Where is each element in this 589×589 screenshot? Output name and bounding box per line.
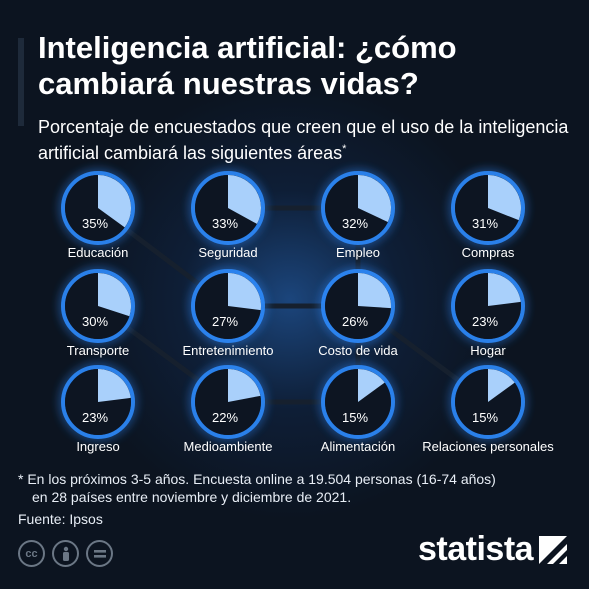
footnote: * En los próximos 3-5 años. Encuesta onl… [18, 470, 578, 506]
pie-slice [358, 369, 385, 402]
pie-category-label: Medioambiente [184, 439, 273, 454]
pie-category-label: Educación [68, 245, 129, 260]
creative-commons-icon[interactable]: cc [18, 540, 45, 567]
title-accent-bar [18, 38, 24, 126]
pie-slice [228, 273, 262, 311]
pie-value-label: 15% [472, 410, 498, 425]
pie-item: 22% Medioambiente [184, 365, 273, 454]
license-icons: cc [18, 540, 113, 567]
pie-value-label: 35% [82, 216, 108, 231]
pie-category-label: Alimentación [321, 439, 395, 454]
source-label: Fuente: Ipsos [18, 511, 103, 527]
pie-item: 32% Empleo [321, 171, 395, 260]
pie-slice [488, 175, 521, 221]
pie-value-label: 15% [342, 410, 368, 425]
pie-item: 15% Alimentación [321, 365, 395, 454]
pie-slice [98, 175, 132, 228]
pie-value-label: 30% [82, 314, 108, 329]
pie-slice [358, 273, 391, 309]
pie-item: 30% Transporte [61, 269, 135, 358]
no-derivatives-icon[interactable] [86, 540, 113, 567]
pie-item: 23% Hogar [451, 269, 525, 358]
pie-item: 23% Ingreso [61, 365, 135, 454]
pie-category-label: Relaciones personales [422, 439, 554, 454]
pie-category-label: Hogar [470, 343, 506, 358]
subtitle-footnote-mark: * [342, 143, 347, 155]
pie-grid: 35% Educación 33% Seguridad 32% Empleo 31% Comp… [61, 171, 554, 454]
pie-glow-ring [191, 365, 265, 439]
pie-category-label: Ingreso [76, 439, 119, 454]
pie-item: 33% Seguridad [191, 171, 265, 260]
pie-glow-ring [321, 171, 395, 245]
pie-glow-ring [61, 269, 135, 343]
pie-value-label: 32% [342, 216, 368, 231]
pie-slice [488, 369, 515, 402]
pie-glow-ring [321, 365, 395, 439]
pie-category-label: Costo de vida [318, 343, 398, 358]
pie-slice [488, 273, 521, 306]
pie-item: 35% Educación [61, 171, 135, 260]
pie-value-label: 22% [212, 410, 238, 425]
pie-item: 31% Compras [451, 171, 525, 260]
pie-slice [228, 175, 262, 224]
pie-slice [98, 273, 131, 317]
statista-logo-mark-icon [539, 535, 568, 564]
pie-slice [228, 369, 261, 402]
subtitle-text: Porcentaje de encuestados que creen que … [38, 117, 569, 163]
footnote-line-1: * En los próximos 3-5 años. Encuesta onl… [18, 471, 496, 487]
pie-category-label: Entretenimiento [182, 343, 273, 358]
pie-glow-ring [451, 365, 525, 439]
pie-category-label: Seguridad [198, 245, 257, 260]
pie-slice [98, 369, 131, 402]
pie-value-label: 23% [82, 410, 108, 425]
pie-slice [358, 175, 392, 223]
pie-glow-ring [61, 171, 135, 245]
pie-category-label: Empleo [336, 245, 380, 260]
pie-value-label: 23% [472, 314, 498, 329]
page-title: Inteligencia artificial: ¿cómo cambiará … [38, 30, 457, 101]
connector-lines [96, 205, 490, 405]
pie-item: 27% Entretenimiento [182, 269, 274, 358]
pie-glow-ring [451, 171, 525, 245]
pie-value-label: 26% [342, 314, 368, 329]
page-subtitle: Porcentaje de encuestados que creen que … [38, 116, 583, 164]
pie-glow-ring [321, 269, 395, 343]
footnote-line-2: en 28 países entre noviembre y diciembre… [32, 489, 352, 505]
pie-item: 15% Relaciones personales [422, 365, 554, 454]
pie-glow-ring [191, 171, 265, 245]
pie-value-label: 33% [212, 216, 238, 231]
pie-glow-ring [191, 269, 265, 343]
statista-logo[interactable]: statista [418, 530, 568, 569]
brand-name: statista [418, 530, 534, 568]
pie-glow-ring [451, 269, 525, 343]
pie-item: 26% Costo de vida [318, 269, 399, 358]
pie-value-label: 31% [472, 216, 498, 231]
pie-value-label: 27% [212, 314, 238, 329]
pie-category-label: Transporte [67, 343, 129, 358]
attribution-icon[interactable] [52, 540, 79, 567]
pie-category-label: Compras [462, 245, 515, 260]
pie-glow-ring [61, 365, 135, 439]
